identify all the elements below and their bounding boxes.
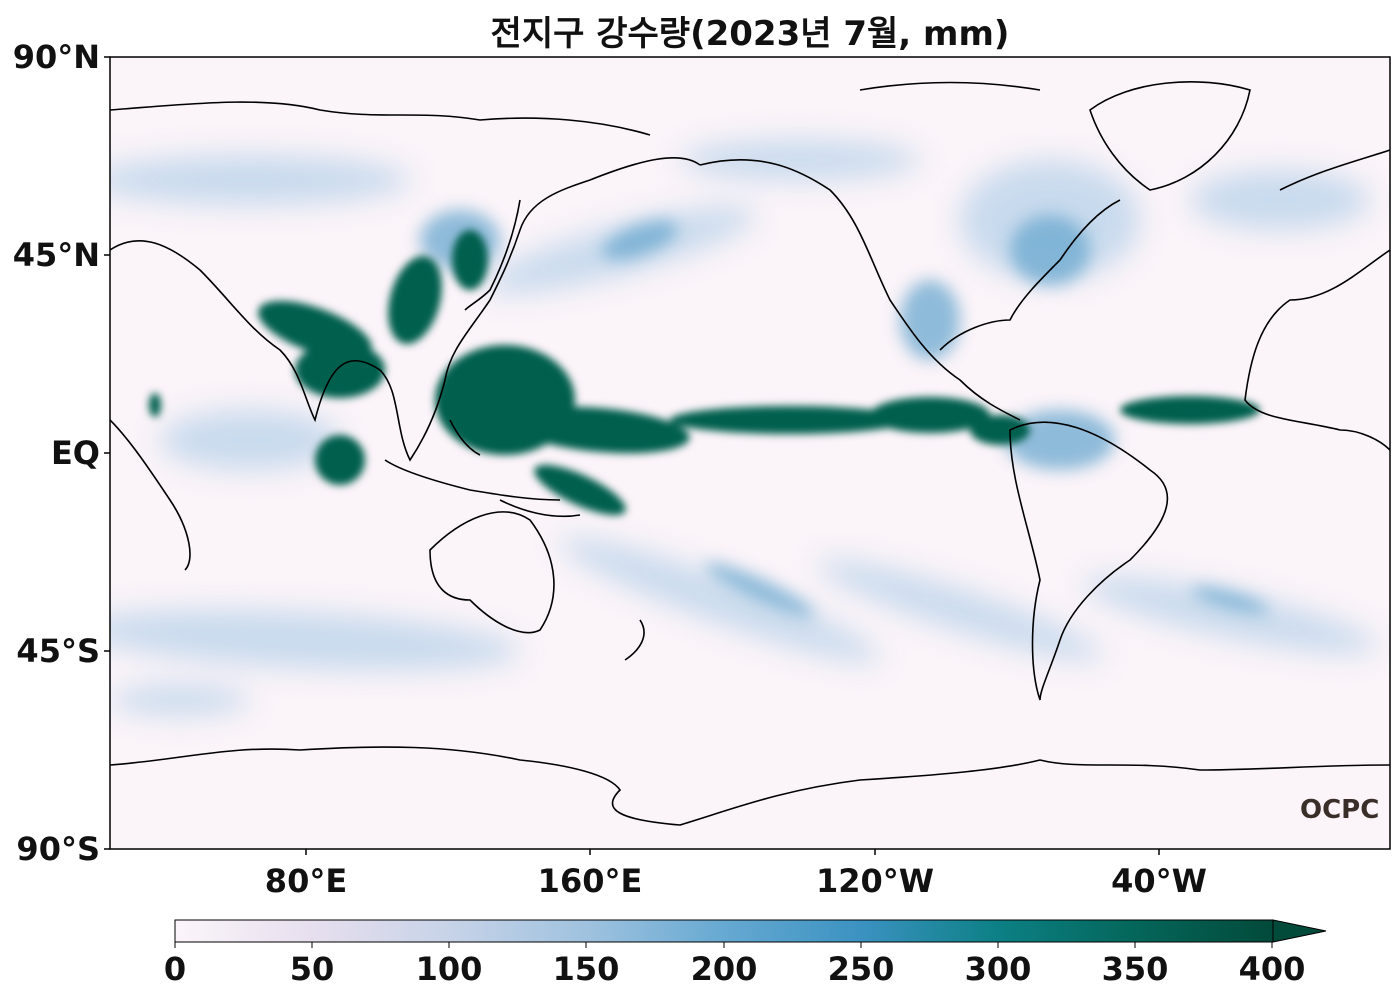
lat-label-90n: 90°N [12, 38, 100, 76]
precipitation-field [110, 140, 1377, 715]
colorbar-label: 300 [964, 950, 1032, 988]
colorbar-extend-arrow [1272, 919, 1327, 943]
axis-ticks [104, 56, 1160, 855]
colorbar-label: 0 [163, 950, 187, 988]
lon-label-120w: 120°W [815, 862, 935, 900]
colorbar [174, 919, 1274, 943]
colorbar-ticks [174, 942, 1273, 948]
lon-label-40w: 40°W [1111, 862, 1207, 900]
coastlines [110, 81, 1390, 826]
colorbar-label: 200 [690, 950, 758, 988]
colorbar-label: 350 [1101, 950, 1169, 988]
lat-label-90s: 90°S [16, 830, 100, 868]
lon-label-80e: 80°E [264, 862, 348, 900]
colorbar-label: 150 [552, 950, 620, 988]
map-title: 전지구 강수량(2023년 7월, mm) [490, 14, 1010, 54]
ocpc-logo: OCPC [1300, 795, 1380, 825]
colorbar-label: 400 [1238, 950, 1306, 988]
colorbar-label: 100 [415, 950, 483, 988]
lat-label-45s: 45°S [16, 632, 100, 670]
colorbar-label: 50 [289, 950, 335, 988]
lat-label-eq: EQ [50, 434, 100, 472]
lat-label-45n: 45°N [12, 236, 100, 274]
lon-label-160e: 160°E [537, 862, 643, 900]
colorbar-label: 250 [827, 950, 895, 988]
